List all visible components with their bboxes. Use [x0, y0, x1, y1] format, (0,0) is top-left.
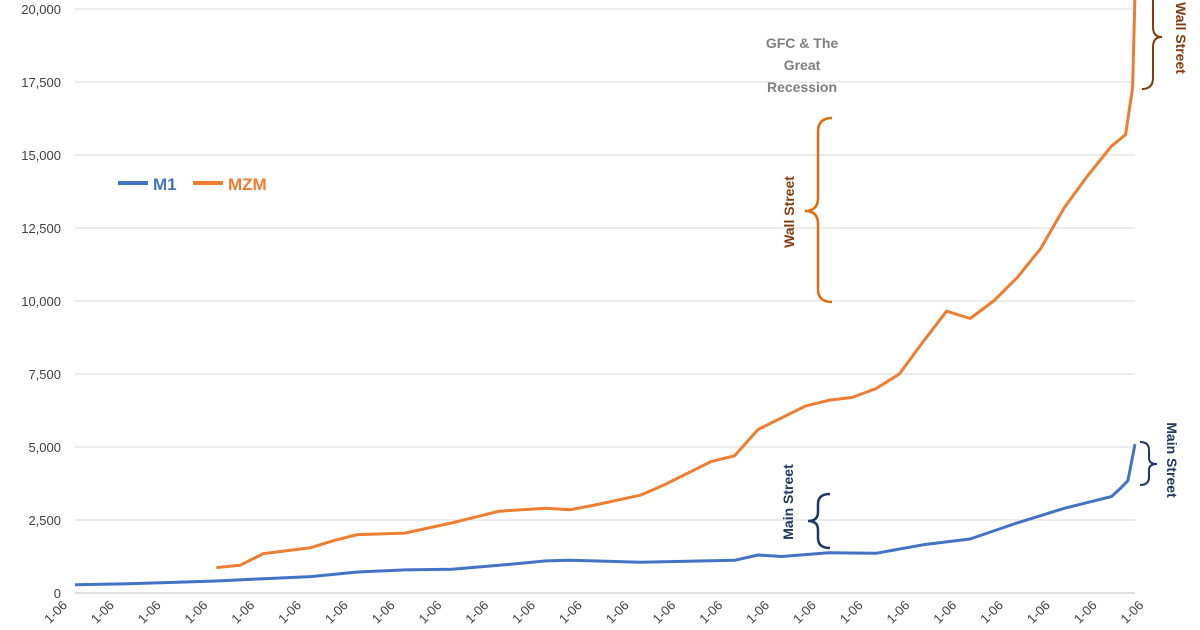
x-tick-label: 1-06	[696, 598, 725, 627]
x-tick-label: 1-06	[1071, 598, 1100, 627]
x-tick-label: 1-06	[743, 598, 772, 627]
x-tick-label: 1-06	[228, 598, 257, 627]
y-tick-label: 7,500	[28, 367, 61, 382]
x-tick-label: 1-06	[275, 598, 304, 627]
main-street-brace-mid-shape	[807, 492, 831, 550]
x-tick-label: 1-06	[322, 598, 351, 627]
y-tick-label: 20,000	[21, 2, 61, 17]
legend-label-m1: M1	[153, 175, 177, 194]
x-tick-label: 1-06	[556, 598, 585, 627]
x-tick-label: 1-06	[977, 598, 1006, 627]
wall-street-brace-right: Wall Street	[1141, 0, 1189, 90]
x-tick-label: 1-06	[369, 598, 398, 627]
wall-street-brace-mid-shape	[804, 116, 833, 304]
x-tick-label: 1-06	[135, 598, 164, 627]
x-axis-ticks: 1-06 1-06 1-06 1-06 1-06 1-06 1-06 1-06 1-06 1-06…	[41, 598, 1146, 627]
x-tick-label: 1-06	[41, 598, 70, 627]
main-street-brace-right: Main Street	[1139, 422, 1180, 498]
x-tick-label: 1-06	[930, 598, 959, 627]
x-tick-label: 1-06	[1024, 598, 1053, 627]
gfc-annotation-line1: GFC & The	[766, 35, 839, 51]
legend-label-mzm: MZM	[228, 175, 267, 194]
y-tick-label: 2,500	[28, 513, 61, 528]
gfc-annotation: GFC & The Great Recession	[766, 35, 839, 95]
x-tick-label: 1-06	[603, 598, 632, 627]
wall-street-label-mid: Wall Street	[781, 176, 797, 248]
main-street-brace-mid: Main Street	[780, 464, 831, 550]
series-line-mzm	[216, 0, 1137, 570]
x-tick-label: 1-06	[884, 598, 913, 627]
main-street-label-mid: Main Street	[780, 464, 796, 540]
y-tick-label: 0	[54, 586, 61, 601]
x-tick-label: 1-06	[462, 598, 491, 627]
y-tick-label: 10,000	[21, 294, 61, 309]
x-tick-label: 1-06	[1118, 598, 1147, 627]
x-tick-label: 1-06	[182, 598, 211, 627]
y-tick-label: 12,500	[21, 221, 61, 236]
wall-street-brace-mid: Wall Street	[781, 116, 833, 304]
series-lines	[74, 0, 1137, 587]
y-axis-ticks: 0 2,500 5,000 7,500 10,000 12,500 15,000 17,500…	[21, 2, 61, 601]
wall-street-brace-right-shape	[1141, 0, 1163, 90]
y-tick-label: 17,500	[21, 75, 61, 90]
gridlines	[75, 8, 1135, 521]
x-tick-label: 1-06	[837, 598, 866, 627]
gfc-annotation-line3: Recession	[767, 79, 837, 95]
y-tick-label: 15,000	[21, 148, 61, 163]
y-tick-label: 5,000	[28, 440, 61, 455]
wall-street-label-right: Wall Street	[1173, 2, 1189, 74]
x-tick-label: 1-06	[509, 598, 538, 627]
x-tick-label: 1-06	[650, 598, 679, 627]
x-tick-label: 1-06	[88, 598, 117, 627]
main-street-label-right: Main Street	[1164, 422, 1180, 498]
gfc-annotation-line2: Great	[784, 57, 821, 73]
legend: M1 MZM	[118, 175, 267, 194]
main-street-brace-right-shape	[1139, 441, 1158, 486]
x-tick-label: 1-06	[790, 598, 819, 627]
x-tick-label: 1-06	[416, 598, 445, 627]
series-line-m1	[74, 443, 1137, 587]
